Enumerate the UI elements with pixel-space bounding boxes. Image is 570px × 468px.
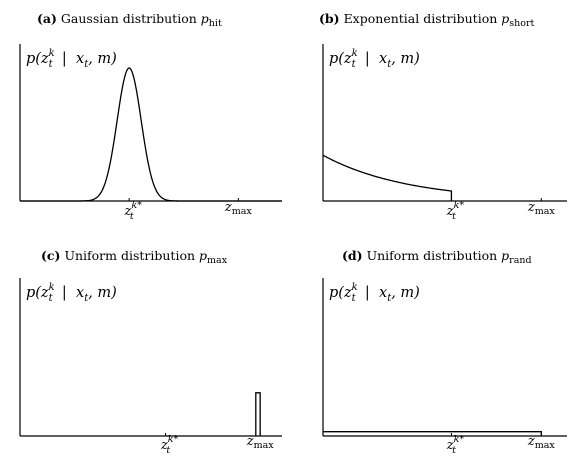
panel-label: (a) <box>37 11 57 26</box>
x-tick-label-zstar: zk*t <box>124 200 142 222</box>
x-tick-label-zstar: zk*t <box>160 434 179 456</box>
panel-title: (b) Exponential distribution pshort <box>319 11 535 29</box>
x-tick-label-zmax: zmax <box>527 434 555 451</box>
y-axis-label: p(zkt | xt, m) <box>26 282 117 304</box>
distribution-curve <box>322 154 453 201</box>
panel-title-subscript: rand <box>509 255 532 266</box>
y-axis-label: p(zkt | xt, m) <box>26 48 117 70</box>
distribution-curve <box>323 431 542 436</box>
panel-label: (b) <box>319 11 340 26</box>
x-tick-label-zstar: zk*t <box>446 200 465 222</box>
panel-title-text: Exponential distribution <box>343 11 498 26</box>
panel-title-text: Gaussian distribution <box>60 11 197 26</box>
panel-uniform-rand: (d) Uniform distribution prand zk*t zmax p… <box>285 234 570 468</box>
plot-area <box>322 278 567 437</box>
panel-label: (c) <box>41 248 61 263</box>
distribution-curve <box>20 67 282 202</box>
plot-area <box>322 44 567 202</box>
x-tick-label-zmax: zmax <box>527 200 555 217</box>
panel-title: (c) Uniform distribution pmax <box>41 248 228 266</box>
distribution-curve <box>255 392 261 436</box>
y-axis-label: p(zkt | xt, m) <box>329 48 420 70</box>
panel-title-text: Uniform distribution <box>64 248 196 263</box>
x-tick-label-zmax: zmax <box>224 200 252 217</box>
panel-gaussian: (a) Gaussian distribution phit zk*t zmax p… <box>0 0 285 234</box>
panel-uniform-max: (c) Uniform distribution pmax zk*t zmax p(… <box>0 234 285 468</box>
y-axis-label: p(zkt | xt, m) <box>329 282 420 304</box>
panel-title-subscript: short <box>509 18 535 29</box>
panel-title: (d) Uniform distribution prand <box>342 248 532 266</box>
panel-title-subscript: max <box>207 255 228 266</box>
plot-area <box>19 278 282 437</box>
panel-title: (a) Gaussian distribution phit <box>37 11 222 29</box>
x-tick-label-zmax: zmax <box>246 434 274 451</box>
plot-area <box>19 44 282 202</box>
panel-exponential: (b) Exponential distribution pshort zk*t… <box>285 0 570 234</box>
panel-label: (d) <box>342 248 363 263</box>
x-tick-label-zstar: zk*t <box>446 434 465 456</box>
panel-title-subscript: hit <box>208 18 222 29</box>
panel-title-text: Uniform distribution <box>366 248 498 263</box>
